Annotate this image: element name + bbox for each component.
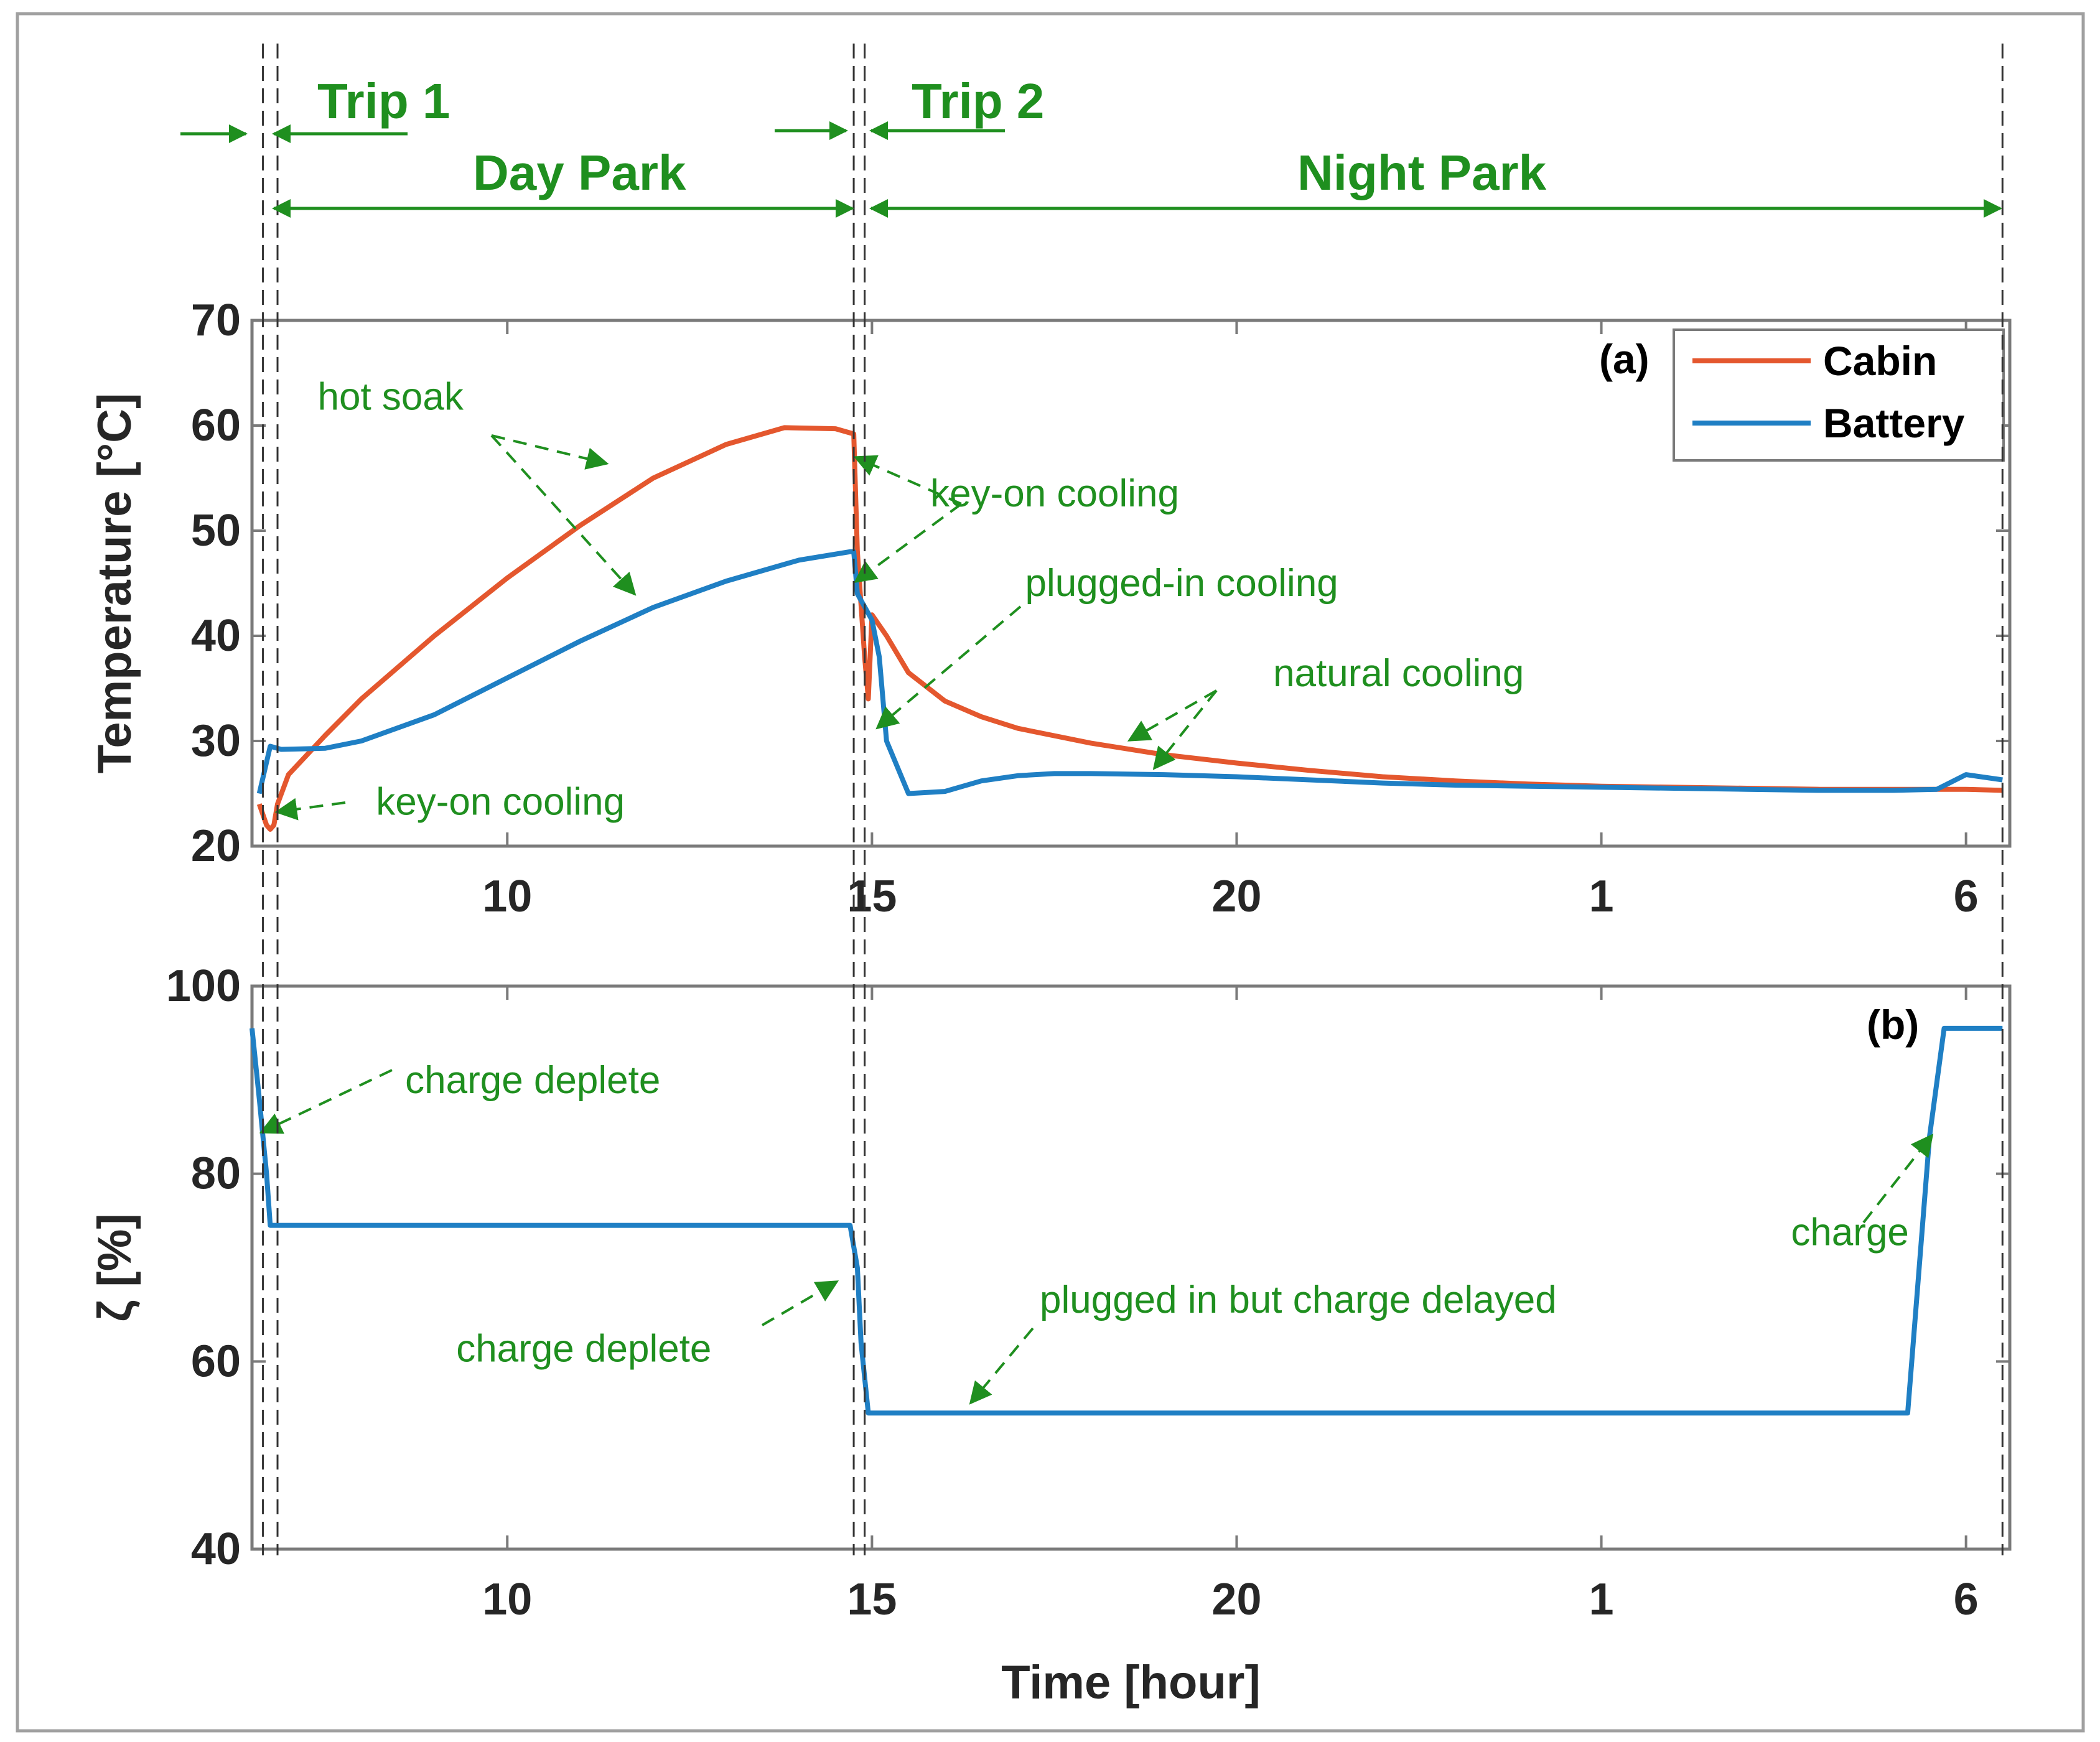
- soc-annotations: charge deplete charge deplete plugged in…: [259, 1059, 1934, 1405]
- annotation-natural-cooling: natural cooling: [1273, 652, 1524, 695]
- arrow-plugged-in: [875, 605, 1022, 730]
- arrow-key-on-trip1: [274, 798, 346, 821]
- soc-x-axis-label: Time [hour]: [1001, 1656, 1261, 1709]
- annotation-plugged-in-charge-delayed: plugged in but charge delayed: [1040, 1279, 1557, 1321]
- annotation-charge-deplete-trip1: charge deplete: [405, 1059, 660, 1102]
- panel-label-a: (a): [1599, 336, 1650, 382]
- phase-timeline: Trip 1 Trip 2 Day Park Night Park: [180, 73, 2002, 218]
- temperature-chart: 20 30 40 50 60 70 10 15 20 1 6 Temperature [°C] hot…: [88, 296, 2012, 921]
- battery-soc-line: [250, 1025, 2003, 1416]
- arrow-charge-deplete-trip2: [761, 1280, 839, 1326]
- legend-label-battery: Battery: [1823, 400, 1965, 446]
- soc-xtick-label: 20: [1211, 1575, 1261, 1624]
- soc-series: [250, 1025, 2003, 1416]
- battery-temperature-line: [256, 549, 2003, 796]
- temperature-xtick-label: 6: [1954, 872, 1979, 921]
- legend-box: [1673, 328, 2005, 462]
- annotation-key-on-cooling-trip1: key-on cooling: [376, 780, 625, 823]
- figure-frame: [16, 12, 2085, 1733]
- temperature-ytick-label: 20: [191, 821, 241, 871]
- soc-xtick-label: 1: [1589, 1575, 1614, 1624]
- soc-ytick-label: 80: [191, 1149, 241, 1199]
- soc-xtick-label: 10: [482, 1575, 532, 1624]
- phase-label-trip2: Trip 2: [912, 73, 1044, 129]
- annotation-arrows: [274, 434, 1218, 821]
- temperature-ytick-label: 60: [191, 401, 241, 450]
- annotation-key-on-cooling-trip2: key-on cooling: [930, 472, 1179, 515]
- phase-label-trip1: Trip 1: [317, 73, 450, 129]
- temperature-xtick-label: 10: [482, 872, 532, 921]
- soc-ytick-label: 100: [166, 961, 241, 1011]
- temperature-ytick-label: 70: [191, 296, 241, 345]
- annotation-hot-soak: hot soak: [317, 376, 464, 419]
- phase-label-night-park: Night Park: [1297, 145, 1547, 200]
- soc-xtick-label: 15: [847, 1575, 897, 1624]
- arrow-charge-deplete-trip1: [259, 1069, 393, 1134]
- legend: Cabin Battery: [1673, 328, 2005, 462]
- annotation-charge: charge: [1791, 1211, 1909, 1254]
- soc-plot-frame: [250, 984, 2012, 1551]
- legend-label-cabin: Cabin: [1823, 338, 1937, 384]
- temperature-plot-frame: [250, 319, 2012, 848]
- panel-label-b: (b): [1867, 1002, 1919, 1048]
- annotation-plugged-in-cooling: plugged-in cooling: [1025, 562, 1338, 605]
- arrow-hot-soak-battery: [490, 434, 637, 596]
- arrow-natural-battery: [1152, 689, 1218, 770]
- temperature-ytick-label: 40: [191, 611, 241, 661]
- temperature-xtick-label: 15: [847, 872, 897, 921]
- arrow-hot-soak-cabin: [491, 434, 609, 470]
- temperature-series: [256, 425, 2003, 832]
- state-of-charge-chart: 40 60 80 100 10 15 20 1 6 ζ [%] Time [hour] charge…: [88, 961, 2012, 1709]
- phase-label-day-park: Day Park: [473, 145, 686, 200]
- temperature-axes: 20 30 40 50 60 70 10 15 20 1 6 Temperature [°C]: [88, 296, 2012, 921]
- annotation-charge-deplete-trip2: charge deplete: [456, 1327, 711, 1370]
- temperature-xtick-label: 1: [1589, 872, 1614, 921]
- soc-annotation-arrows: [259, 1069, 1934, 1405]
- soc-y-axis-label: ζ [%]: [88, 1213, 141, 1321]
- soc-axes: 40 60 80 100 10 15 20 1 6 ζ [%] Time [hour]: [88, 961, 2012, 1709]
- temperature-y-axis-label: Temperature [°C]: [88, 393, 141, 774]
- temperature-ytick-label: 50: [191, 506, 241, 556]
- arrow-natural-cabin: [1127, 689, 1217, 742]
- event-marker-lines: [262, 44, 2004, 1555]
- temperature-annotations: hot soak key-on cooling plugged-in cooli…: [274, 376, 1524, 823]
- arrow-charge: [1862, 1134, 1934, 1224]
- arrow-charge-delayed: [969, 1327, 1034, 1405]
- temperature-ytick-label: 30: [191, 716, 241, 766]
- soc-xtick-label: 6: [1954, 1575, 1979, 1624]
- arrow-key-on-cabin: [853, 455, 962, 505]
- soc-ytick-label: 60: [191, 1336, 241, 1386]
- soc-ytick-label: 40: [191, 1524, 241, 1574]
- temperature-xtick-label: 20: [1211, 872, 1261, 921]
